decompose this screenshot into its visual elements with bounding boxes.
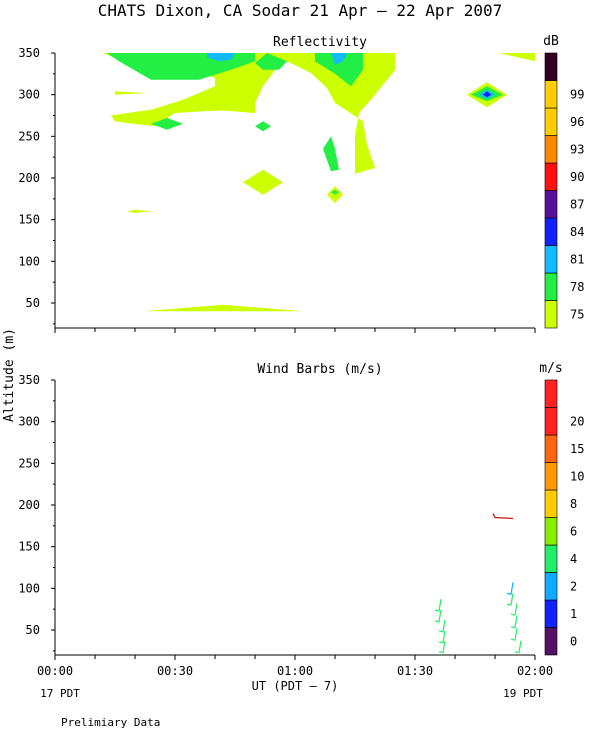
y-tick-label: 100 (18, 254, 40, 268)
colorbar-label: 2 (570, 579, 577, 593)
y-tick-label: 150 (18, 540, 40, 554)
wind-barb-2 (438, 619, 446, 633)
colorbar-unit: dB (543, 34, 559, 49)
y-tick-label: 200 (18, 498, 40, 512)
x-sub-label-right: 19 PDT (503, 687, 543, 700)
y-tick-label: 150 (18, 213, 40, 227)
y-tick-label: 350 (18, 373, 40, 387)
x-tick-label: 01:30 (397, 664, 433, 678)
colorbar-label: 4 (570, 552, 577, 566)
colorbar-label: 15 (570, 442, 584, 456)
wind-barb-0 (434, 598, 442, 612)
contour-78-11 (151, 118, 183, 130)
contour-75-5 (143, 304, 303, 312)
colorbar-label: 75 (570, 307, 584, 321)
x-tick-label: 00:30 (157, 664, 193, 678)
x-axis-label: UT (PDT – 7) (252, 679, 339, 693)
colorbar-swatch (544, 245, 558, 274)
contour-75-4 (127, 209, 151, 213)
colorbar-swatch (544, 190, 558, 219)
colorbar-label: 87 (570, 197, 584, 211)
y-tick-label: 250 (18, 129, 40, 143)
contour-78-14 (331, 189, 339, 195)
colorbar-swatch (544, 217, 558, 246)
contour-78-10 (315, 53, 363, 87)
colorbar-swatch (544, 517, 558, 546)
x-sub-label-left: 17 PDT (40, 687, 80, 700)
contour-75-1 (115, 91, 147, 95)
colorbar-swatch (544, 407, 558, 436)
preliminary-note: Prelimiary Data (61, 716, 161, 729)
contour-78-12 (255, 121, 271, 132)
colorbar-label: 8 (570, 497, 577, 511)
colorbar-swatch (544, 272, 558, 301)
colorbar-swatch (544, 599, 558, 628)
colorbar-swatch (544, 52, 558, 81)
wind-barb-9 (510, 628, 518, 641)
colorbar-swatch (544, 135, 558, 164)
y-tick-label: 250 (18, 456, 40, 470)
contour-75-2 (243, 169, 283, 195)
colorbar-label: 93 (570, 142, 584, 156)
y-axis-label: Altitude (m) (2, 328, 17, 422)
colorbar-label: 96 (570, 115, 584, 129)
y-tick-label: 50 (26, 623, 40, 637)
wind-barb-4 (438, 640, 446, 654)
contour-84-19 (483, 91, 491, 98)
contour-81-17 (331, 53, 347, 65)
y-tick-label: 300 (18, 415, 40, 429)
contour-75-0 (103, 53, 395, 174)
panel-reflectivity (51, 52, 558, 333)
panel-title: Reflectivity (273, 35, 367, 50)
colorbar-swatch (544, 434, 558, 463)
wind-barb-11 (492, 513, 514, 520)
colorbar-swatch (544, 572, 558, 601)
wind-barb-6 (506, 593, 514, 606)
colorbar-label: 1 (570, 607, 577, 621)
contour-78-13 (323, 136, 339, 172)
y-tick-label: 200 (18, 171, 40, 185)
colorbar-label: 90 (570, 170, 584, 184)
x-tick-label: 01:00 (277, 664, 313, 678)
colorbar-swatch (544, 379, 558, 408)
wind-barb-1 (434, 609, 442, 623)
contour-81-16 (207, 53, 235, 62)
y-tick-label: 50 (26, 296, 40, 310)
wind-barb-5 (506, 582, 514, 596)
colorbar-swatch (544, 80, 558, 109)
wind-barb-3 (438, 630, 446, 644)
y-tick-label: 300 (18, 88, 40, 102)
colorbar-swatch (544, 300, 558, 329)
colorbar-swatch (544, 489, 558, 518)
colorbar-label: 20 (570, 414, 584, 428)
colorbar-unit: m/s (539, 361, 562, 376)
colorbar-label: 81 (570, 252, 584, 266)
x-tick-label: 02:00 (517, 664, 553, 678)
contour-75-7 (499, 53, 535, 62)
y-tick-label: 100 (18, 581, 40, 595)
contour-78-9 (255, 53, 287, 70)
colorbar-swatch (544, 162, 558, 191)
x-tick-label: 00:00 (37, 664, 73, 678)
colorbar-label: 6 (570, 524, 577, 538)
page-title: CHATS Dixon, CA Sodar 21 Apr – 22 Apr 20… (97, 1, 503, 20)
colorbar-label: 10 (570, 469, 584, 483)
colorbar-swatch (544, 107, 558, 136)
panel-title: Wind Barbs (m/s) (257, 362, 382, 377)
colorbar-swatch (544, 627, 558, 656)
colorbar-label: 78 (570, 280, 584, 294)
colorbar-label: 99 (570, 87, 584, 101)
wind-barb-8 (510, 615, 518, 629)
panel-wind-barbs (51, 379, 558, 660)
y-tick-label: 350 (18, 46, 40, 60)
colorbar-label: 84 (570, 225, 584, 239)
colorbar-swatch (544, 544, 558, 573)
wind-barb-10 (514, 640, 522, 654)
wind-barb-7 (510, 603, 518, 616)
colorbar-swatch (544, 462, 558, 491)
colorbar-label: 0 (570, 634, 577, 648)
